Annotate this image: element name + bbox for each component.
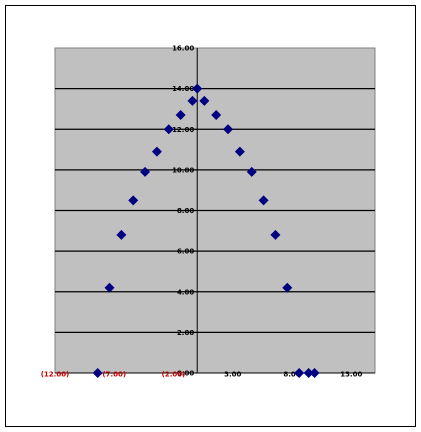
data-point [128,195,139,206]
data-point [294,368,305,378]
data-point [234,146,245,157]
y-tick-label: 4.00 [177,288,194,296]
y-tick-label: 6.00 [177,248,194,256]
x-tick-label: 3.00 [224,371,241,379]
data-point [104,282,115,293]
data-point [270,229,281,240]
x-tick-label: (7.00) [102,371,126,379]
axes [55,48,375,374]
y-tick-label: 14.00 [172,85,194,93]
data-point [163,124,174,135]
chart-frame [5,5,416,427]
gridlines [55,88,375,333]
data-point [282,282,293,293]
data-point [140,166,151,177]
data-point [187,95,198,106]
data-point [223,124,234,135]
data-point [92,368,103,378]
data-point [151,146,162,157]
data-point [192,83,203,94]
y-tick-label: 12.00 [172,126,194,134]
x-tick-label: 8.00 [283,371,300,379]
tick-labels: 0.00 2.00 4.00 6.00 8.00 10.00 12.00 14.00 16.00… [41,45,363,379]
data-point [175,110,186,121]
y-tick-label: 0.00 [177,370,194,378]
data-point [116,229,127,240]
x-tick-label: 13.00 [340,371,362,379]
y-tick-label: 10.00 [172,166,194,174]
x-tick-label: (12.00) [41,371,70,379]
data-point [309,368,320,378]
data-points [92,83,320,378]
y-tick-label: 8.00 [177,207,194,215]
y-tick-label: 16.00 [172,45,194,53]
data-point [199,95,210,106]
data-point [258,195,269,206]
y-tick-label: 2.00 [177,329,194,337]
x-tick-label: (2.00) [162,371,186,379]
data-point [211,110,222,121]
data-point [246,166,257,177]
data-point [303,368,314,378]
